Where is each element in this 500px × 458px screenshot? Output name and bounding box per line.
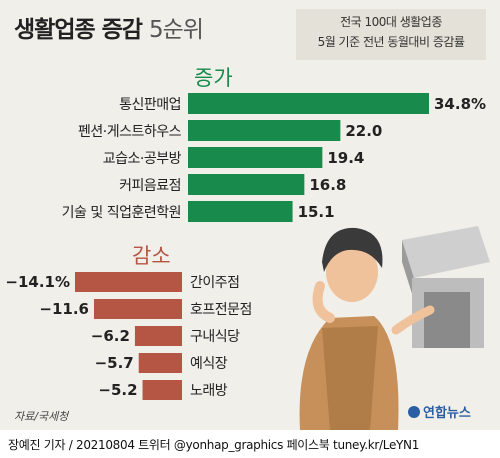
decrease-bar (134, 326, 182, 346)
apron-icon (322, 326, 378, 430)
increase-value-label: 22.0 (345, 122, 382, 140)
increase-bar (188, 201, 293, 222)
worried-shopkeeper-illustration (299, 226, 490, 430)
decrease-bar (142, 380, 182, 400)
decrease-category-label: 간이주점 (190, 275, 240, 291)
decrease-value-label: −5.7 (95, 354, 134, 372)
decrease-value-label: −6.2 (91, 327, 130, 345)
note-line-2: 5월 기준 전년 동월대비 증감률 (317, 35, 465, 49)
page-title: 생활업종 증감 5순위 (14, 10, 204, 44)
credit-line: 장예진 기자 / 20210804 트위터 @yonhap_graphics 페… (8, 438, 420, 452)
increase-bar (188, 93, 429, 114)
person-hair (322, 227, 383, 272)
infographic-card: 생활업종 증감 5순위 전국 100대 생활업종 5월 기준 전년 동월대비 증… (0, 0, 500, 430)
shop-shutter (424, 292, 470, 348)
note-line-1: 전국 100대 생활업종 (340, 15, 442, 29)
increase-category-label: 통신판매업 (119, 97, 181, 113)
shop-roof-side (402, 240, 414, 300)
person-face (326, 242, 378, 302)
person-open-hand (391, 305, 435, 335)
logo-icon (408, 406, 420, 418)
increase-bar (188, 147, 323, 168)
increase-bar (188, 120, 341, 141)
person-hand (312, 281, 335, 323)
decrease-category-label: 구내식당 (190, 329, 240, 345)
increase-value-label: 15.1 (298, 203, 335, 221)
source-note: 자료/국세청 (14, 410, 69, 423)
increase-value-label: 16.8 (309, 176, 346, 194)
decrease-bar (93, 299, 182, 319)
increase-category-label: 펜션·게스트하우스 (78, 124, 182, 140)
yonhap-logo: 연합뉴스 (408, 402, 471, 421)
decrease-category-label: 노래방 (190, 383, 228, 399)
increase-category-label: 기술 및 직업훈련학원 (62, 205, 181, 221)
decrease-category-label: 호프전문점 (190, 302, 252, 318)
decrease-bars: −14.1% 간이주점 −11.6 호프전문점 −6.2 구내식당 −5.7 예식장 −5.2 노… (5, 272, 252, 400)
increase-category-label: 커피음료점 (119, 178, 181, 194)
decrease-category-label: 예식장 (190, 356, 228, 372)
logo-text: 연합뉴스 (423, 406, 471, 421)
shop-roof (402, 226, 490, 278)
title-bold: 생활업종 증감 (14, 17, 143, 43)
decrease-value-label: −11.6 (39, 300, 89, 318)
decrease-bar (138, 353, 182, 373)
increase-bars: 통신판매업 34.8% 펜션·게스트하우스 22.0 교습소·공부방 19.4 커피음료점 1… (62, 93, 486, 222)
note-box: 전국 100대 생활업종 5월 기준 전년 동월대비 증감률 (296, 9, 486, 60)
increase-value-label: 19.4 (327, 149, 364, 167)
bar-chart: 증가 감소 통신판매업 34.8% 펜션·게스트하우스 22.0 교습소·공부방 19.4… (5, 66, 486, 400)
increase-value-label: 34.8% (434, 95, 486, 113)
increase-section-label: 증가 (194, 66, 233, 90)
decrease-bar (75, 272, 182, 292)
decrease-section-label: 감소 (132, 244, 171, 268)
increase-category-label: 교습소·공부방 (103, 151, 182, 167)
decrease-value-label: −14.1% (5, 273, 70, 291)
decrease-value-label: −5.2 (98, 381, 137, 399)
increase-bar (188, 174, 305, 195)
title-light: 5순위 (148, 17, 204, 43)
